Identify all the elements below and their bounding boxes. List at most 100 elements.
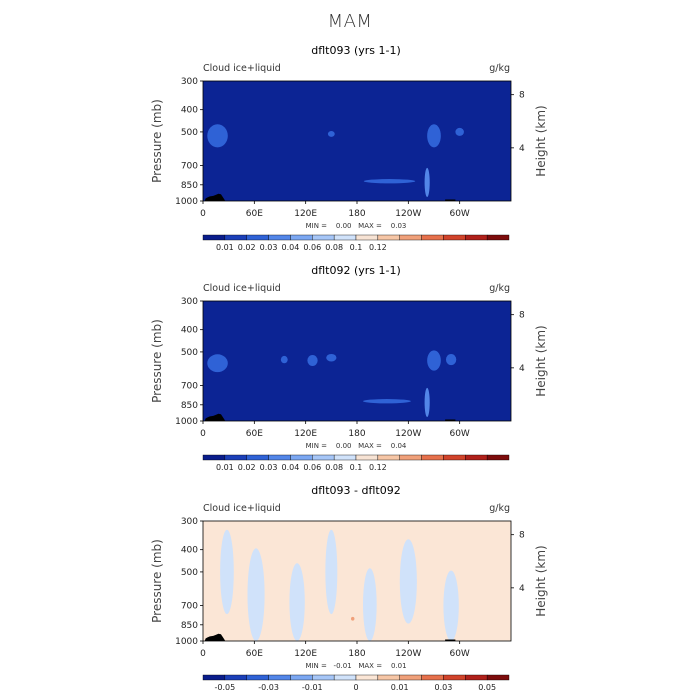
x-tick-label: 120W xyxy=(395,649,421,659)
field-background xyxy=(203,301,511,421)
y-axis-label: Pressure (mb) xyxy=(150,99,164,183)
topography-mask xyxy=(204,193,226,201)
topography-mask xyxy=(204,413,226,421)
contour-feature xyxy=(427,350,441,371)
stats-label: MIN = 0.00 MAX = 0.04 xyxy=(306,442,407,450)
y-tick-label: 850 xyxy=(181,401,198,411)
colorbar-swatch xyxy=(333,674,357,681)
topography-mask xyxy=(445,639,456,641)
colorbar-label: 0 xyxy=(353,683,358,692)
colorbar-swatch xyxy=(486,454,510,461)
colorbar-label: 0.12 xyxy=(369,463,387,472)
field-background xyxy=(203,81,511,201)
colorbar-swatch xyxy=(224,674,247,681)
colorbar-label: 0.08 xyxy=(325,243,343,252)
colorbar-swatch xyxy=(333,454,357,461)
y2-tick-label: 4 xyxy=(519,364,525,374)
contour-feature xyxy=(363,179,416,184)
plot-area: 300 400 500 700 850 1000 8 4 0 60E 120E 180 120W 60W xyxy=(175,77,525,219)
colorbar-swatch xyxy=(290,234,313,241)
colorbar-swatch xyxy=(202,674,226,681)
y2-axis-label: Height (km) xyxy=(534,545,548,616)
plot-area: 300 400 500 700 850 1000 8 4 0 60E 120E 180 120W 60W xyxy=(175,517,525,659)
colorbar: 0.01 0.02 0.03 0.04 0.06 0.08 0.1 0.12 xyxy=(202,234,510,252)
colorbar-swatch xyxy=(333,234,357,241)
x-tick-label: 120W xyxy=(395,209,421,219)
contour-feature xyxy=(207,124,228,148)
y2-tick-label: 4 xyxy=(519,144,525,154)
contour-feature xyxy=(427,124,441,148)
units-label: g/kg xyxy=(489,283,510,294)
x-tick-label: 180 xyxy=(348,429,365,439)
colorbar-label: 0.04 xyxy=(282,243,300,252)
contour-feature xyxy=(424,167,430,197)
contour-feature xyxy=(207,354,228,373)
colorbar-label: 0.12 xyxy=(369,243,387,252)
colorbar-label: 0.03 xyxy=(260,463,278,472)
chart-panel-3: dflt093 - dflt092 Cloud ice+liquid g/kg … xyxy=(150,484,548,692)
y2-tick-label: 8 xyxy=(519,91,525,101)
colorbar-swatch xyxy=(246,234,269,241)
y-tick-label: 500 xyxy=(181,128,198,138)
variable-label: Cloud ice+liquid xyxy=(203,63,281,74)
y-tick-label: 1000 xyxy=(175,417,198,427)
contour-feature xyxy=(351,616,355,621)
contour-feature xyxy=(424,387,430,417)
contour-feature xyxy=(325,529,338,615)
topography-mask xyxy=(445,419,456,421)
units-label: g/kg xyxy=(489,63,510,74)
y-tick-label: 400 xyxy=(181,106,198,116)
y-tick-label: 1000 xyxy=(175,197,198,207)
variable-label: Cloud ice+liquid xyxy=(203,503,281,514)
x-tick-label: 60W xyxy=(449,649,469,659)
units-label: g/kg xyxy=(489,503,510,514)
y2-tick-label: 8 xyxy=(519,311,525,321)
colorbar-swatch xyxy=(246,454,269,461)
chart-title: dflt093 (yrs 1-1) xyxy=(311,44,401,57)
contour-feature xyxy=(362,399,411,404)
y-axis-label: Pressure (mb) xyxy=(150,319,164,403)
colorbar-swatch xyxy=(290,674,313,681)
y-tick-label: 850 xyxy=(181,621,198,631)
contour-feature xyxy=(280,355,288,364)
colorbar-swatch xyxy=(312,234,335,241)
colorbar-label: 0.06 xyxy=(303,243,321,252)
colorbar-swatch xyxy=(268,454,291,461)
colorbar-swatch xyxy=(465,454,488,461)
chart-panel-1: dflt093 (yrs 1-1) Cloud ice+liquid g/kg … xyxy=(150,44,548,252)
colorbar-swatch xyxy=(224,454,247,461)
colorbar-swatch xyxy=(443,674,466,681)
colorbar-swatch xyxy=(377,234,400,241)
colorbar: -0.05 -0.03 -0.01 0 0.01 0.03 0.05 xyxy=(202,674,510,692)
topography-mask xyxy=(204,633,226,641)
y2-tick-label: 4 xyxy=(519,584,525,594)
x-tick-label: 120E xyxy=(294,429,317,439)
plot-area: 300 400 500 700 850 1000 8 4 0 60E 120E 180 120W 60W xyxy=(175,297,525,439)
y-tick-label: 400 xyxy=(181,546,198,556)
colorbar-swatch xyxy=(399,234,422,241)
contour-feature xyxy=(326,353,337,362)
contour-feature xyxy=(455,127,464,136)
x-tick-label: 180 xyxy=(348,649,365,659)
colorbar-swatch xyxy=(202,234,226,241)
x-tick-label: 0 xyxy=(200,429,206,439)
contour-feature xyxy=(399,539,417,624)
colorbar-label: -0.03 xyxy=(258,683,279,692)
colorbar-swatch xyxy=(355,234,379,241)
topography-mask xyxy=(445,199,456,201)
y2-axis-label: Height (km) xyxy=(534,105,548,176)
colorbar-label: 0.04 xyxy=(282,463,300,472)
colorbar-swatch xyxy=(465,234,488,241)
stats-label: MIN = 0.00 MAX = 0.03 xyxy=(306,222,407,230)
page-title: MAM xyxy=(327,11,373,32)
contour-feature xyxy=(327,130,335,137)
colorbar-swatch xyxy=(465,674,488,681)
contour-feature xyxy=(289,563,305,641)
y-tick-label: 400 xyxy=(181,326,198,336)
colorbar-swatch xyxy=(486,674,510,681)
x-tick-label: 60W xyxy=(449,209,469,219)
chart-panel-2: dflt092 (yrs 1-1) Cloud ice+liquid g/kg … xyxy=(150,264,548,472)
y-tick-label: 500 xyxy=(181,568,198,578)
colorbar-swatch xyxy=(399,674,422,681)
